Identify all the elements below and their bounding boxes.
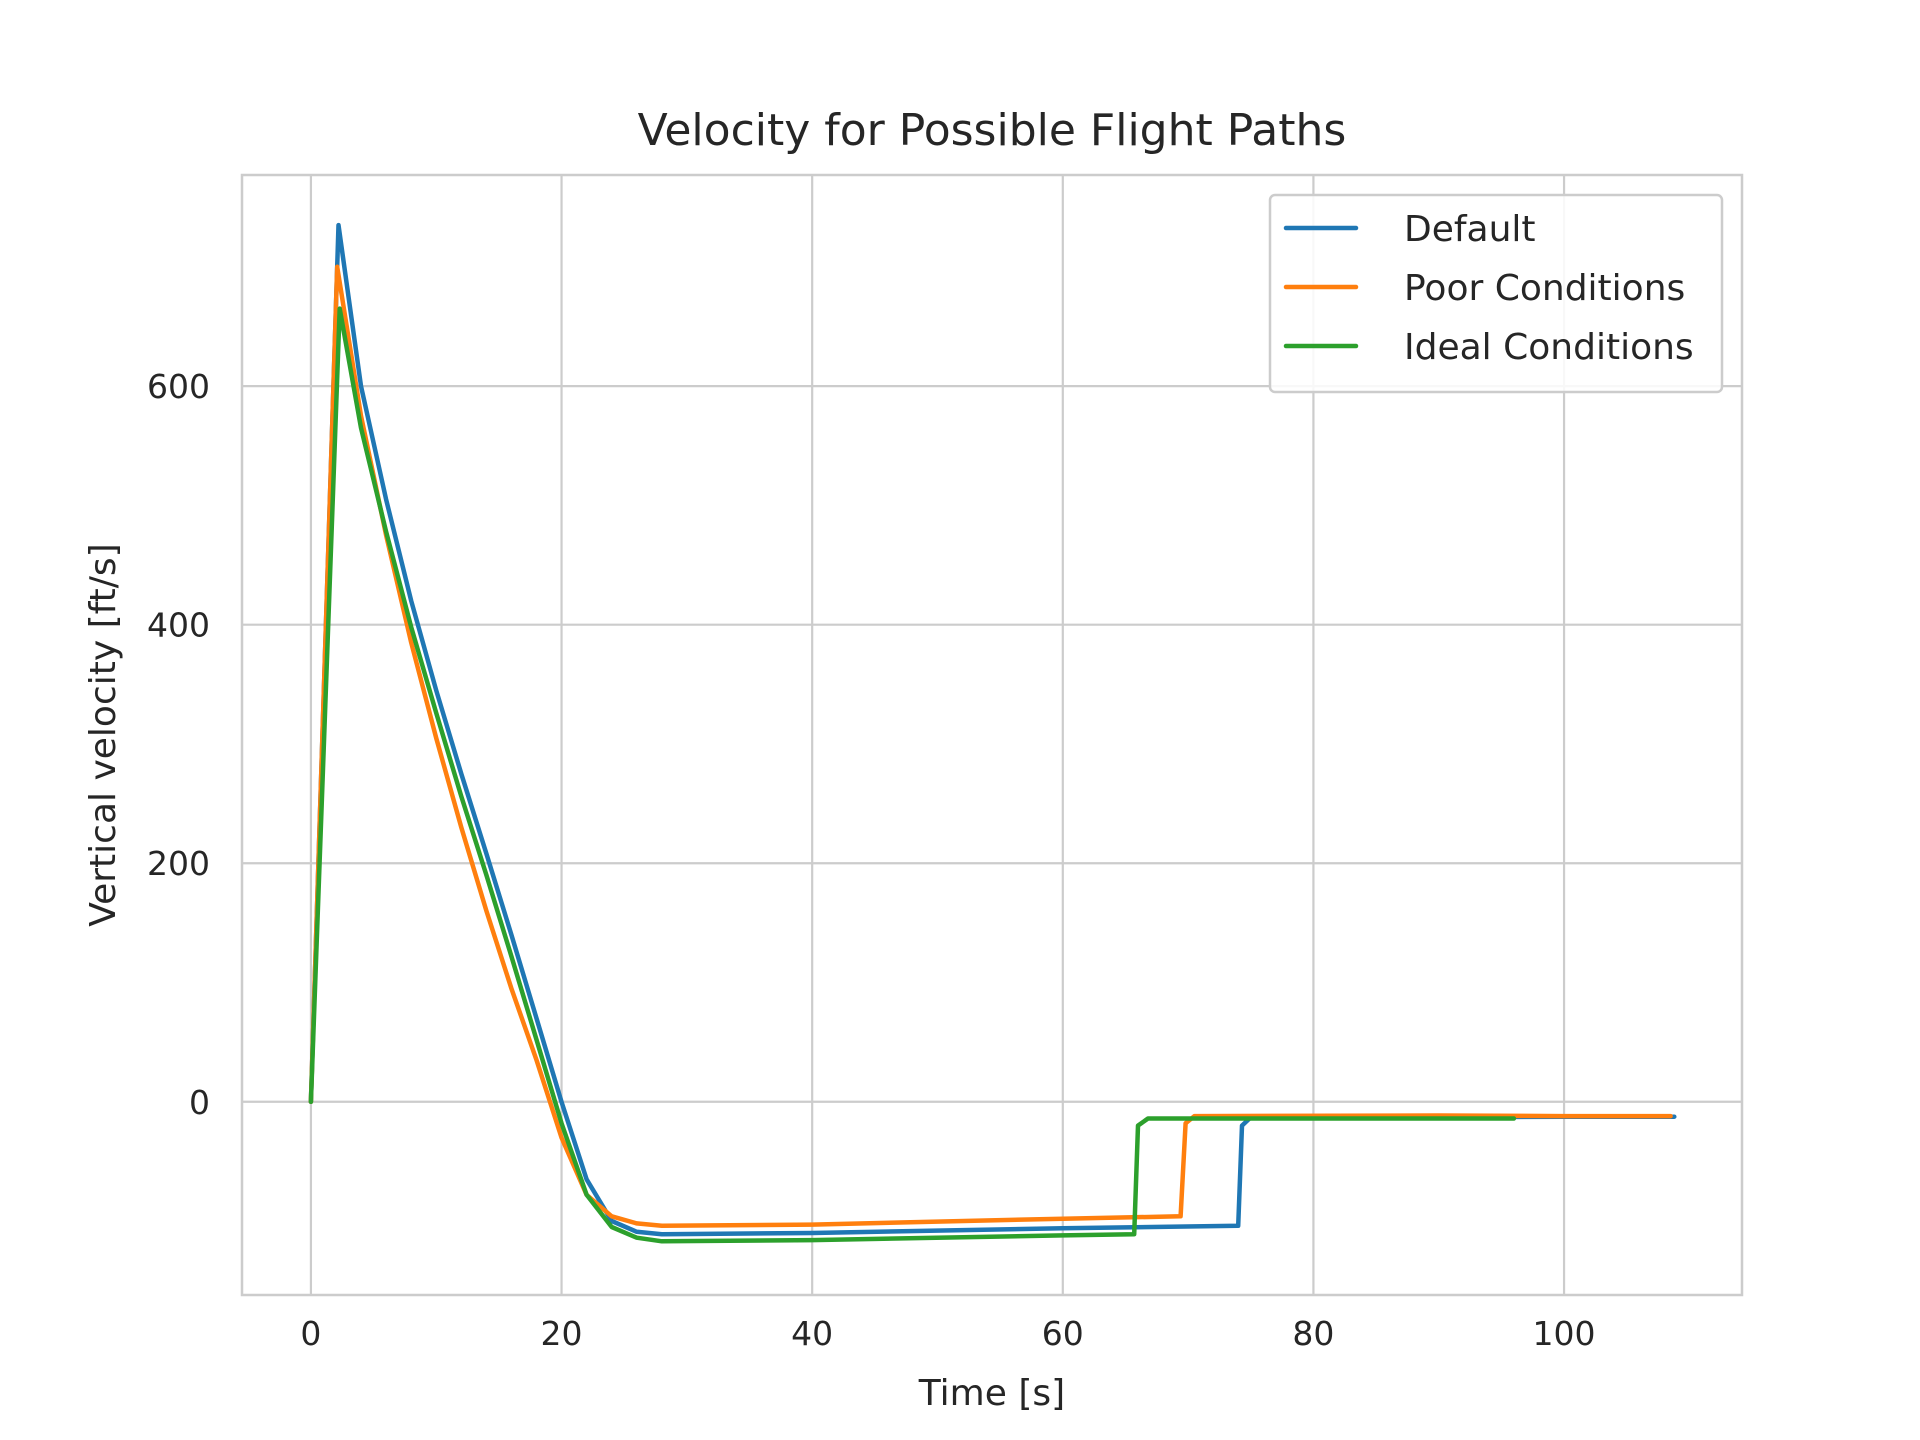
legend-box [1268, 193, 1724, 394]
y-tick-labels: 0 200 400 600 [147, 367, 210, 1122]
x-tick-label: 0 [300, 1314, 321, 1353]
y-axis-label: Vertical velocity [ft/s] [83, 543, 124, 926]
chart-title: Velocity for Possible Flight Paths [638, 105, 1347, 156]
series-lines [308, 222, 1677, 1244]
x-tick-label: 80 [1292, 1314, 1334, 1353]
legend-label-default: Default [1404, 209, 1536, 250]
x-tick-labels: 0 20 40 60 80 100 [300, 1314, 1595, 1353]
x-tick-label: 20 [541, 1314, 583, 1353]
plot-frame [240, 173, 1744, 1297]
legend-label-poor-conditions: Poor Conditions [1404, 268, 1685, 309]
legend: Default Poor Conditions Ideal Conditions [1268, 193, 1724, 394]
y-tick-label: 600 [147, 367, 210, 406]
y-tick-label: 0 [189, 1083, 210, 1122]
legend-label-ideal-conditions: Ideal Conditions [1404, 327, 1694, 368]
x-tick-label: 100 [1533, 1314, 1596, 1353]
series-line-default [308, 222, 1677, 1237]
x-tick-label: 40 [791, 1314, 833, 1353]
y-tick-label: 400 [147, 606, 210, 645]
x-tick-label: 60 [1042, 1314, 1084, 1353]
y-tick-label: 200 [147, 844, 210, 883]
series-line-ideal-conditions [308, 306, 1517, 1244]
x-axis-label: Time [s] [918, 1373, 1065, 1414]
series-line-poor-conditions [308, 264, 1673, 1229]
